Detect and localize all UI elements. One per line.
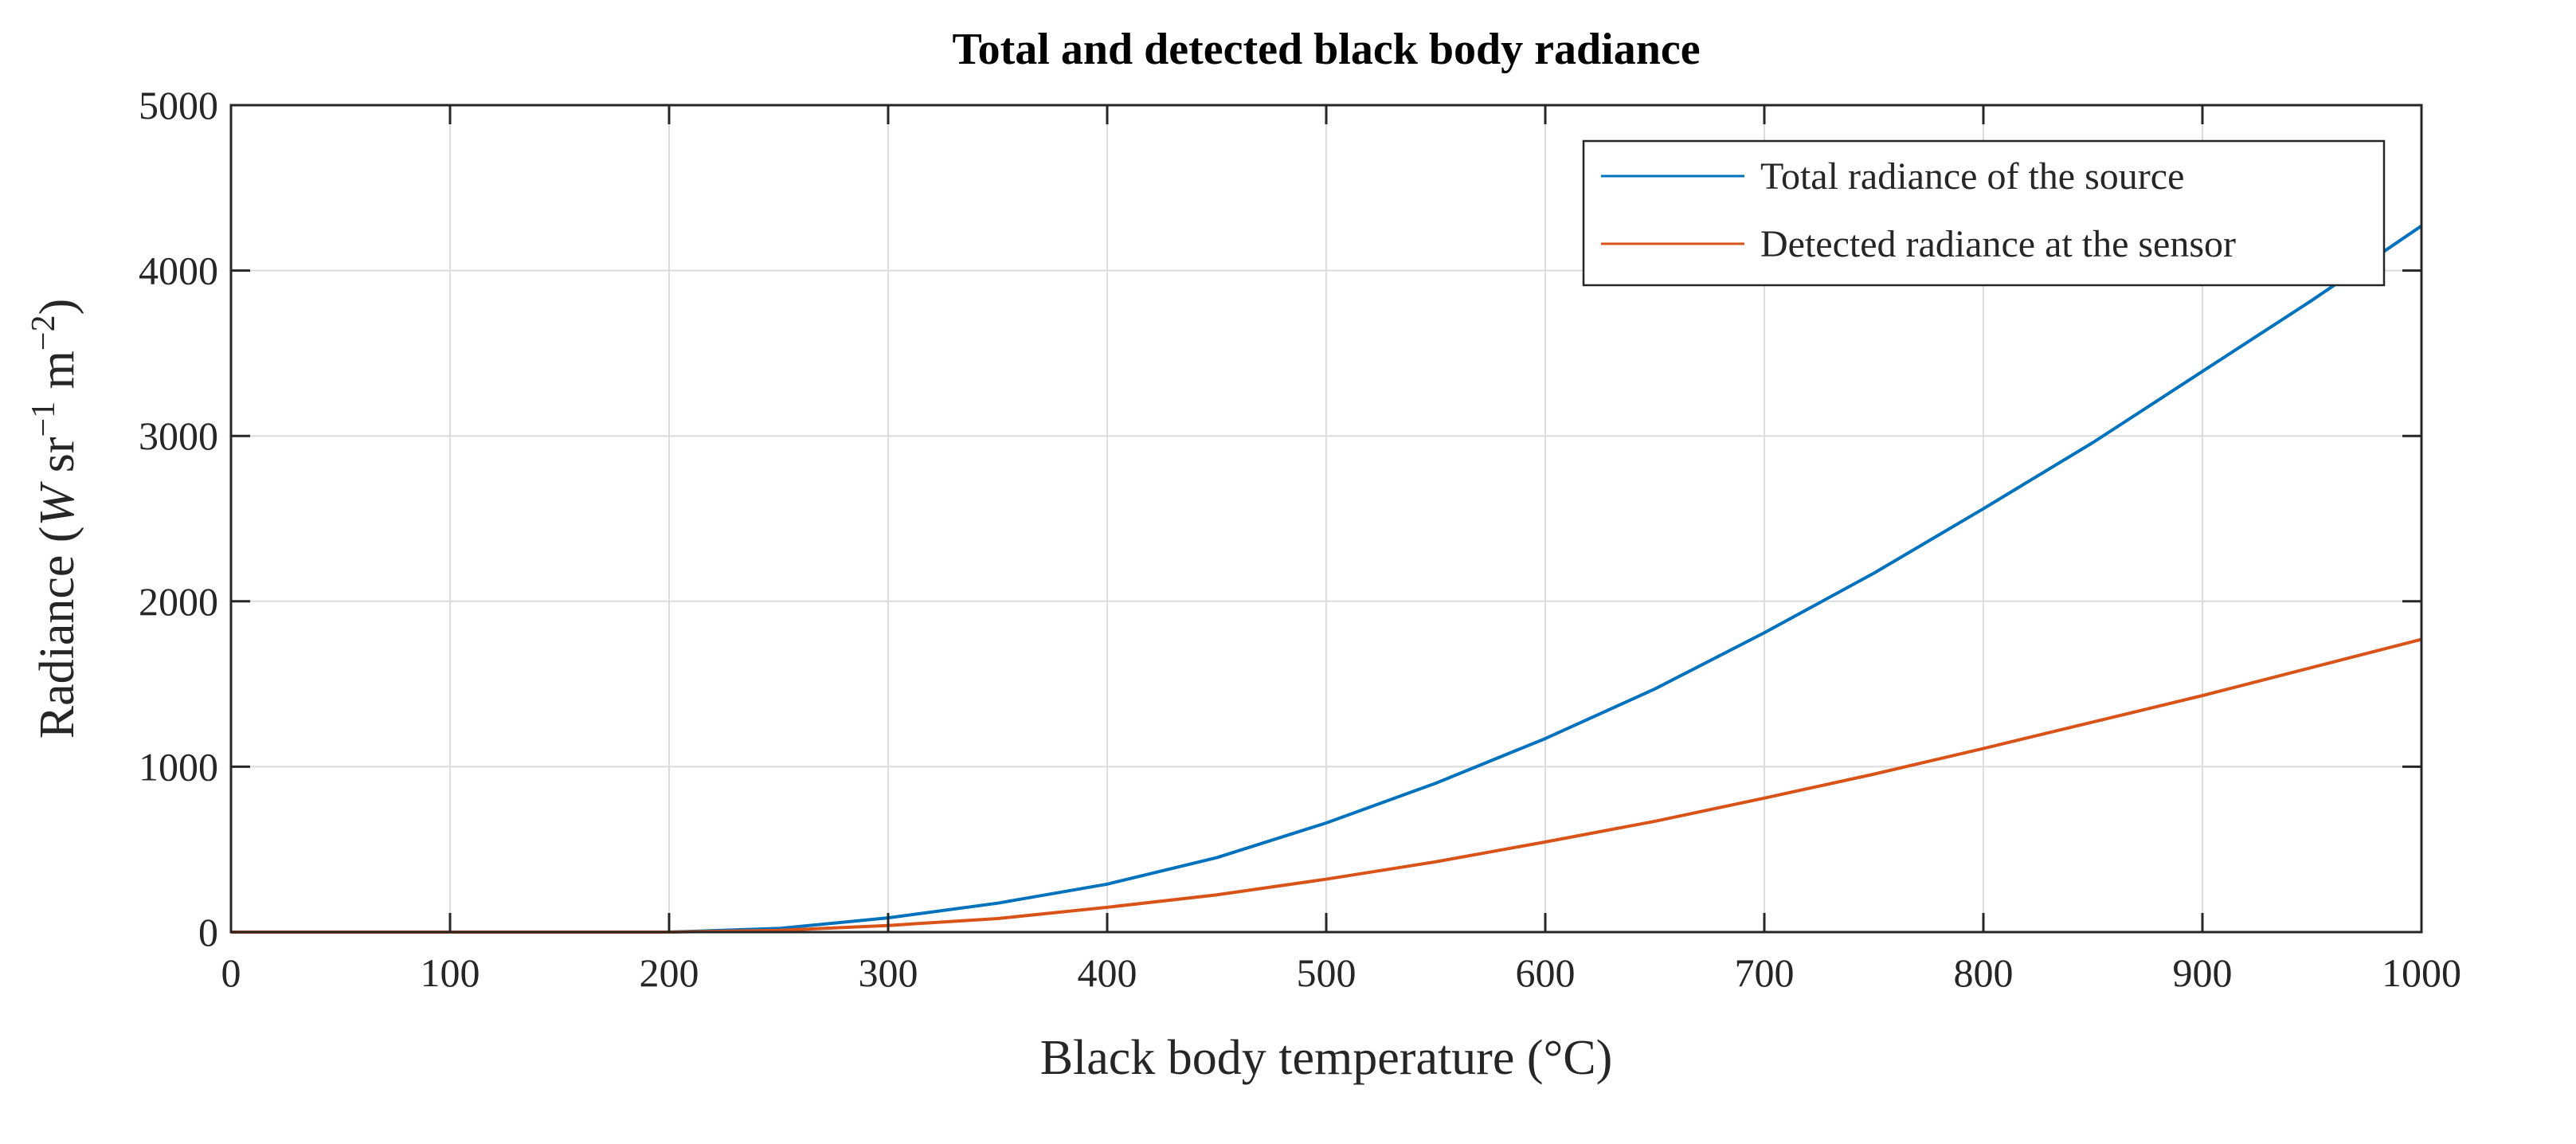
x-tick-label: 100 bbox=[421, 950, 480, 995]
y-axis-title-exp1: −1 bbox=[25, 402, 62, 437]
x-tick-label: 0 bbox=[221, 950, 241, 995]
x-tick-label: 800 bbox=[1954, 950, 2014, 995]
x-tick-label: 600 bbox=[1516, 950, 1576, 995]
y-axis-title: Radiance (W sr−1 m−2) bbox=[25, 299, 84, 739]
y-tick-label: 0 bbox=[198, 910, 218, 954]
x-tick-label: 1000 bbox=[2382, 950, 2461, 995]
y-tick-label: 5000 bbox=[139, 83, 218, 127]
legend-label-detected: Detected radiance at the sensor bbox=[1760, 223, 2236, 265]
legend-box bbox=[1582, 139, 2386, 287]
axis-tick-labels: 0 100 200 300 400 500 600 700 800 900 1000 0 1000 200… bbox=[139, 83, 2461, 995]
x-tick-label: 300 bbox=[859, 950, 918, 995]
y-axis-title-suffix: ) bbox=[30, 299, 84, 315]
axis-ticks bbox=[229, 104, 2423, 934]
x-tick-label: 900 bbox=[2173, 950, 2233, 995]
x-tick-label: 200 bbox=[640, 950, 699, 995]
y-tick-label: 3000 bbox=[139, 413, 218, 458]
y-tick-label: 2000 bbox=[139, 579, 218, 624]
x-tick-label: 700 bbox=[1735, 950, 1795, 995]
x-axis-title: Black body temperature (°C) bbox=[1040, 1031, 1613, 1085]
y-axis-title-unit-m: m bbox=[30, 351, 84, 402]
x-tick-label: 500 bbox=[1297, 950, 1357, 995]
y-tick-label: 4000 bbox=[139, 249, 218, 293]
x-tick-label: 400 bbox=[1078, 950, 1137, 995]
y-axis-title-prefix: Radiance ( bbox=[30, 526, 84, 739]
legend-label-total: Total radiance of the source bbox=[1760, 155, 2184, 198]
y-axis-title-unit-sr: sr bbox=[30, 437, 84, 485]
legend: Total radiance of the source Detected ra… bbox=[1582, 139, 2386, 287]
y-tick-label: 1000 bbox=[139, 744, 218, 789]
chart-title: Total and detected black body radiance bbox=[952, 25, 1700, 74]
y-axis-title-exp2: −2 bbox=[25, 315, 62, 351]
y-axis-title-unit-w: W bbox=[30, 480, 84, 526]
